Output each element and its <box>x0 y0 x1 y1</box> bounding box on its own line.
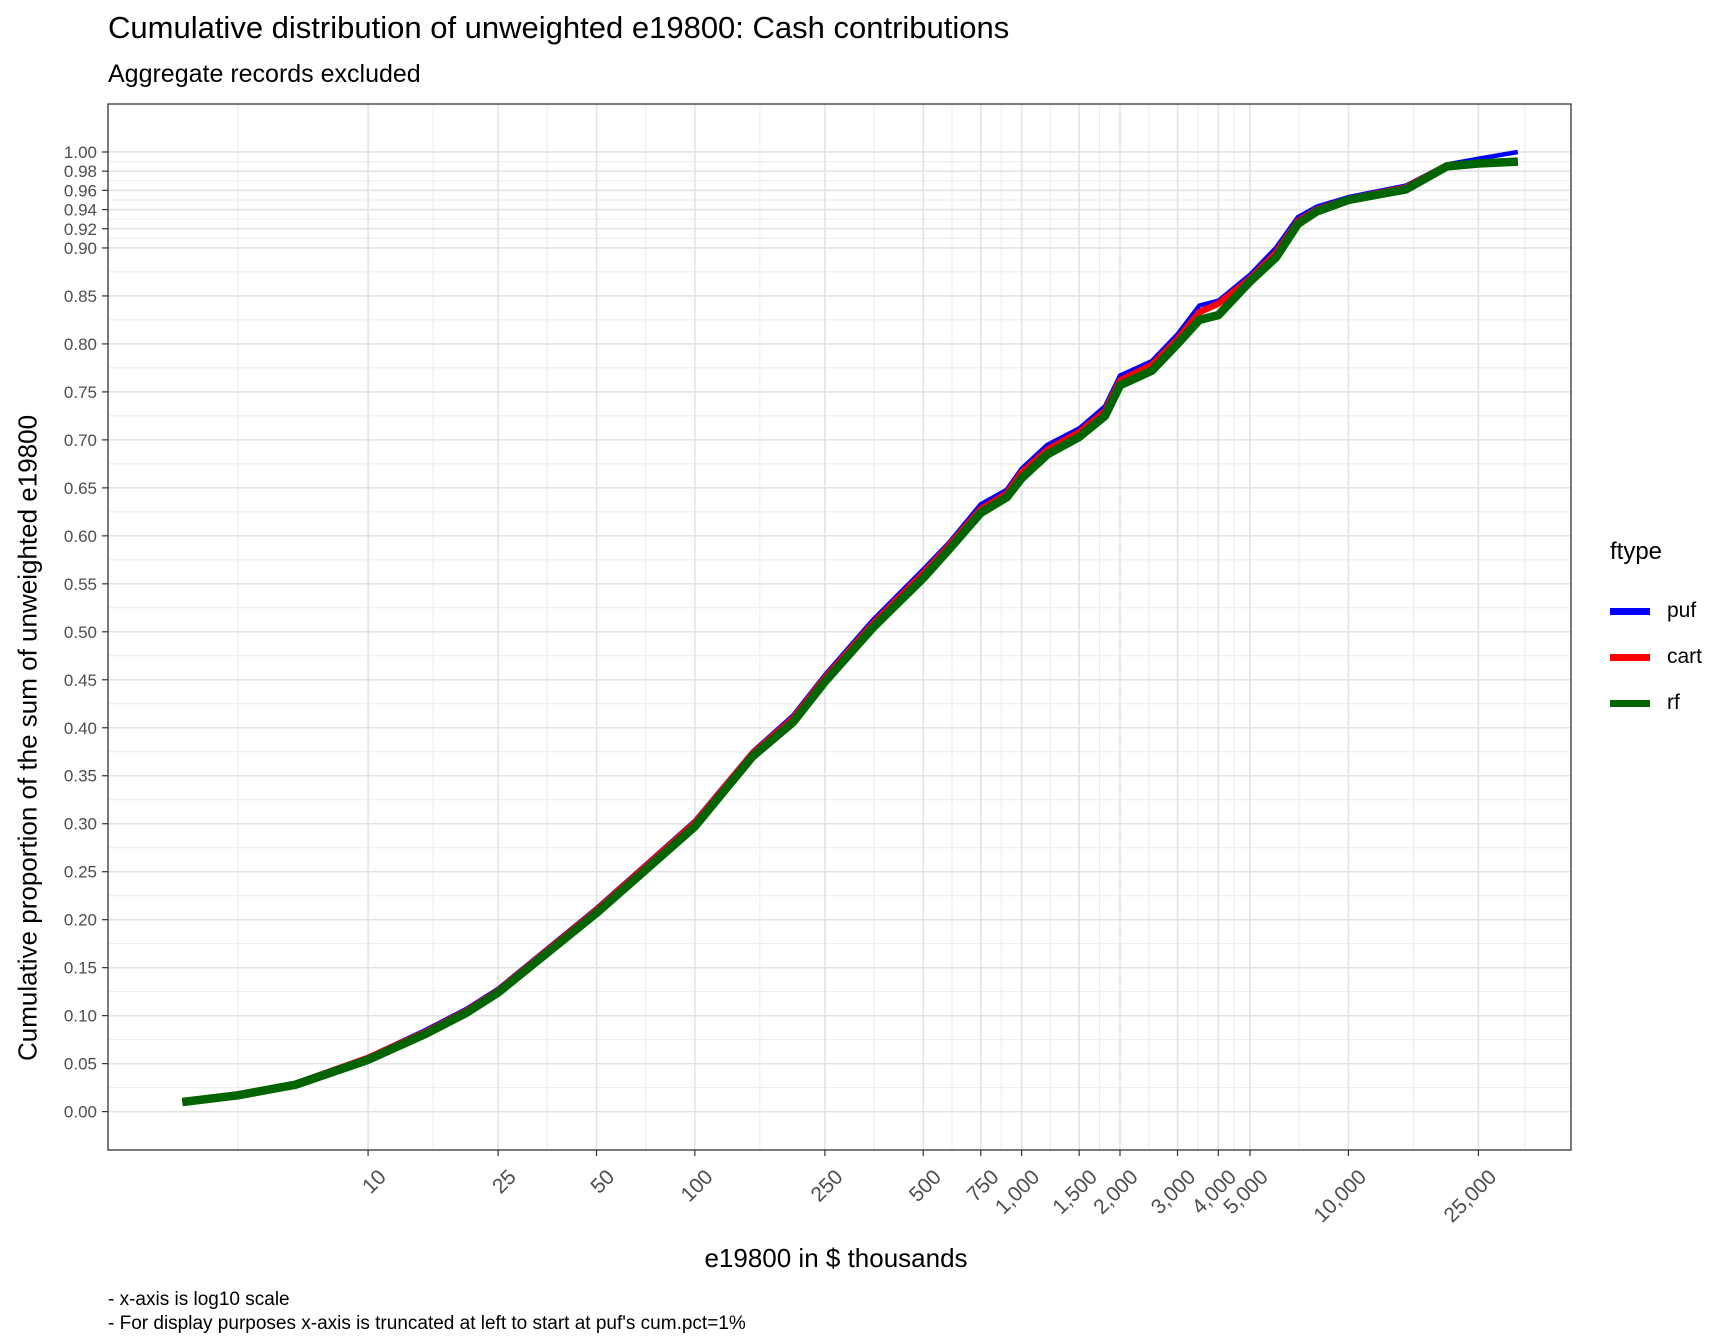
x-tick-label: 2,000 <box>1089 1165 1142 1218</box>
y-tick-label: 0.40 <box>64 719 97 738</box>
series-layer <box>181 149 1519 1107</box>
y-tick-label: 0.00 <box>64 1103 97 1122</box>
y-tick-label: 0.55 <box>64 575 97 594</box>
legend-key-rf <box>1610 699 1650 707</box>
x-tick-label: 25 <box>488 1165 521 1198</box>
legend-item-rf: rf <box>1610 680 1702 726</box>
series-line-rf <box>181 157 1519 1107</box>
grid-major <box>108 104 1571 1150</box>
y-tick-label: 0.45 <box>64 671 97 690</box>
x-tick-label: 100 <box>677 1165 718 1206</box>
x-tick-label: 10 <box>358 1165 391 1198</box>
x-tick-label: 25,000 <box>1439 1165 1501 1227</box>
y-tick-label: 0.25 <box>64 863 97 882</box>
y-tick-label: 0.94 <box>64 201 97 220</box>
y-tick-label: 0.50 <box>64 623 97 642</box>
caption-line-2: - For display purposes x-axis is truncat… <box>108 1313 746 1334</box>
x-tick-label: 500 <box>905 1165 946 1206</box>
caption-line-1: - x-axis is log10 scale <box>108 1289 290 1310</box>
y-tick-label: 0.80 <box>64 335 97 354</box>
x-tick-label: 1,000 <box>991 1165 1044 1218</box>
legend-key-puf <box>1610 607 1650 615</box>
y-tick-label: 0.96 <box>64 181 97 200</box>
y-tick-label: 0.60 <box>64 527 97 546</box>
legend-label-puf: puf <box>1667 599 1697 622</box>
chart-title: Cumulative distribution of unweighted e1… <box>108 10 1010 45</box>
x-tick-label: 50 <box>586 1165 619 1198</box>
y-tick-label: 1.00 <box>64 143 97 162</box>
y-tick-label: 0.70 <box>64 431 97 450</box>
legend-title: ftype <box>1610 538 1663 565</box>
x-tick-label: 250 <box>807 1165 848 1206</box>
y-tick-label: 0.90 <box>64 239 97 258</box>
y-axis: 0.00 0.05 0.10 0.15 0.20 0.25 0.30 0.35 0.40 0.45… <box>64 143 108 1122</box>
x-tick-label: 1,500 <box>1048 1165 1101 1218</box>
x-axis-label: e19800 in $ thousands <box>704 1243 968 1273</box>
y-tick-label: 0.05 <box>64 1055 97 1074</box>
legend-item-puf: puf <box>1610 588 1702 634</box>
plot-panel-border <box>107 103 1572 1151</box>
chart-subtitle: Aggregate records excluded <box>108 60 421 88</box>
y-tick-label: 0.92 <box>64 220 97 239</box>
y-tick-label: 0.98 <box>64 162 97 181</box>
series-line-puf <box>181 149 1519 1105</box>
y-tick-label: 0.30 <box>64 815 97 834</box>
y-tick-label: 0.85 <box>64 287 97 306</box>
y-tick-label: 0.15 <box>64 959 97 978</box>
legend-label-rf: rf <box>1667 691 1680 714</box>
legend-label-cart: cart <box>1667 645 1703 668</box>
x-tick-label: 10,000 <box>1309 1165 1371 1227</box>
legend-item-cart: cart <box>1610 634 1702 680</box>
y-tick-label: 0.35 <box>64 767 97 786</box>
y-tick-label: 0.75 <box>64 383 97 402</box>
y-tick-label: 0.20 <box>64 911 97 930</box>
x-tick-label: 3,000 <box>1147 1165 1200 1218</box>
grid-minor <box>108 104 1571 1150</box>
legend-key-cart <box>1610 653 1650 661</box>
y-tick-label: 0.10 <box>64 1007 97 1026</box>
legend: ftype puf cart rf <box>1610 538 1702 726</box>
y-tick-label: 0.65 <box>64 479 97 498</box>
y-axis-label: Cumulative proportion of the sum of unwe… <box>12 414 43 1062</box>
